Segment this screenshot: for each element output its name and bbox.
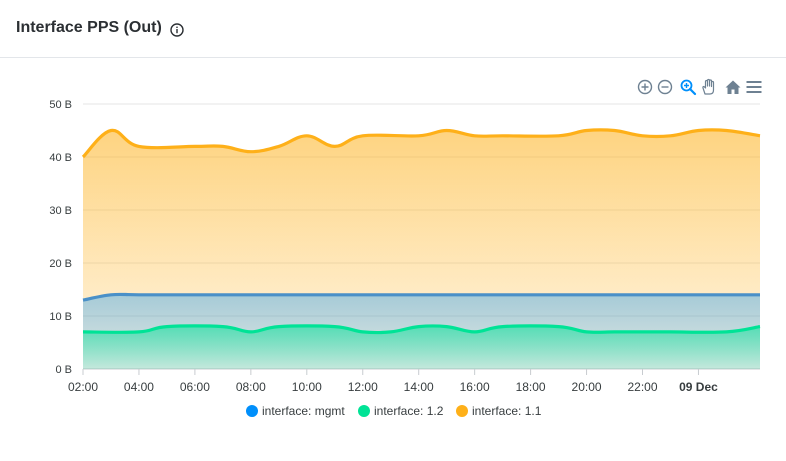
zoom-in-icon[interactable]: [636, 78, 654, 96]
y-tick-label: 50 B: [49, 99, 72, 111]
x-tick-label: 09 Dec: [679, 380, 718, 394]
zoom-out-icon[interactable]: [656, 78, 674, 96]
series-area: [83, 325, 760, 369]
x-tick-label: 02:00: [68, 380, 98, 394]
x-tick-label: 06:00: [180, 380, 210, 394]
x-tick-label: 10:00: [292, 380, 322, 394]
series-line: [81, 128, 761, 159]
y-tick-label: 20 B: [49, 258, 72, 270]
legend-item[interactable]: interface: 1.1: [456, 404, 542, 418]
series-line: [82, 324, 761, 335]
legend-marker: [456, 405, 468, 417]
pan-icon[interactable]: [700, 78, 718, 96]
y-tick-label: 0 B: [55, 364, 72, 376]
series-areas: [83, 129, 760, 369]
y-axis-ticks: 0 B 10 B 20 B 30 B 40 B 50 B: [49, 99, 72, 376]
x-tick-label: 14:00: [404, 380, 434, 394]
x-tick-label: 18:00: [516, 380, 546, 394]
x-tick-label: 16:00: [460, 380, 490, 394]
x-tick-label: 08:00: [236, 380, 266, 394]
chart-toolbar: [636, 78, 766, 96]
series-line: [82, 292, 760, 302]
menu-icon[interactable]: [745, 78, 763, 96]
home-icon[interactable]: [724, 78, 742, 96]
legend-label: interface: 1.2: [374, 404, 444, 418]
y-tick-label: 10 B: [49, 311, 72, 323]
legend-item[interactable]: interface: 1.2: [358, 404, 444, 418]
x-tick-label: 22:00: [627, 380, 657, 394]
legend-label: interface: mgmt: [262, 404, 345, 418]
panel-header: Interface PPS (Out): [0, 0, 786, 58]
legend: interface: mgmt interface: 1.2 interface: …: [246, 404, 542, 418]
legend-marker: [246, 405, 258, 417]
x-tick-label: 12:00: [348, 380, 378, 394]
info-icon[interactable]: [170, 23, 184, 37]
x-axis-ticks: 02:00 04:00 06:00 08:00 10:00 12:00 14:00 16:00…: [68, 369, 718, 394]
legend-item[interactable]: interface: mgmt: [246, 404, 345, 418]
legend-marker: [358, 405, 370, 417]
y-tick-label: 40 B: [49, 152, 72, 164]
series-lines: [81, 128, 761, 335]
legend-label: interface: 1.1: [472, 404, 542, 418]
panel-title: Interface PPS (Out): [16, 19, 162, 36]
x-tick-label: 04:00: [124, 380, 154, 394]
x-tick-label: 20:00: [572, 380, 602, 394]
y-tick-label: 30 B: [49, 205, 72, 217]
selection-zoom-icon[interactable]: [679, 78, 697, 96]
